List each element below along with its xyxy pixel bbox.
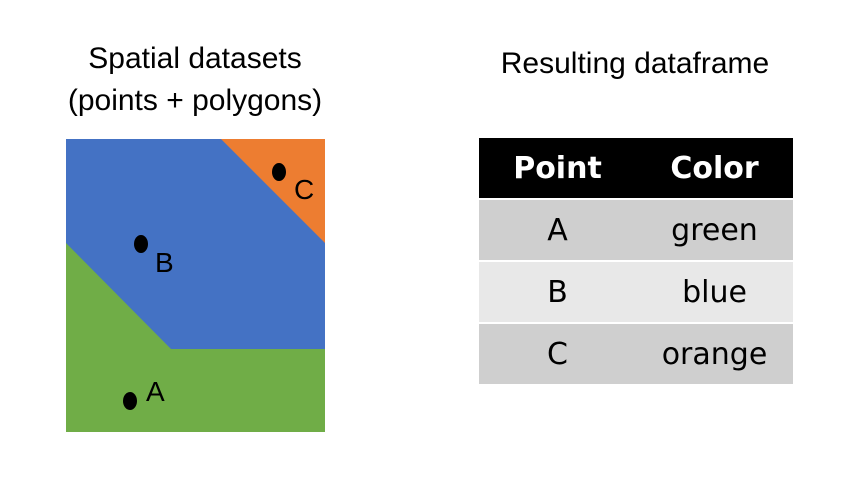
- table-cell-color: blue: [636, 260, 793, 323]
- resulting-dataframe-table: Point Color A green B blue C orange: [479, 138, 793, 384]
- table-row: A green: [479, 198, 793, 261]
- table-header-row: Point Color: [479, 138, 793, 199]
- column-header-point: Point: [479, 138, 636, 199]
- spatial-map: C B A: [66, 139, 325, 432]
- green-polygon: [66, 243, 325, 432]
- table-cell-color: green: [636, 198, 793, 261]
- column-header-color: Color: [636, 138, 793, 199]
- point-c-marker: [272, 163, 286, 181]
- point-b-marker: [134, 235, 148, 253]
- spatial-datasets-title-line1: Spatial datasets: [88, 42, 302, 75]
- spatial-datasets-title: Spatial datasets (points + polygons): [40, 38, 350, 122]
- table-cell-point: B: [479, 260, 636, 323]
- resulting-dataframe-title: Resulting dataframe: [500, 47, 770, 80]
- table-row: B blue: [479, 260, 793, 323]
- point-b-label: B: [155, 247, 174, 278]
- table-cell-color: orange: [636, 322, 793, 384]
- spatial-map-svg: C B A: [66, 139, 325, 432]
- table-row: C orange: [479, 322, 793, 384]
- spatial-datasets-title-line2: (points + polygons): [67, 84, 323, 117]
- point-a-label: A: [146, 376, 165, 407]
- point-c-label: C: [294, 174, 314, 205]
- table-cell-point: A: [479, 198, 636, 261]
- orange-polygon: [221, 139, 325, 243]
- table-cell-point: C: [479, 322, 636, 384]
- point-a-marker: [123, 392, 137, 410]
